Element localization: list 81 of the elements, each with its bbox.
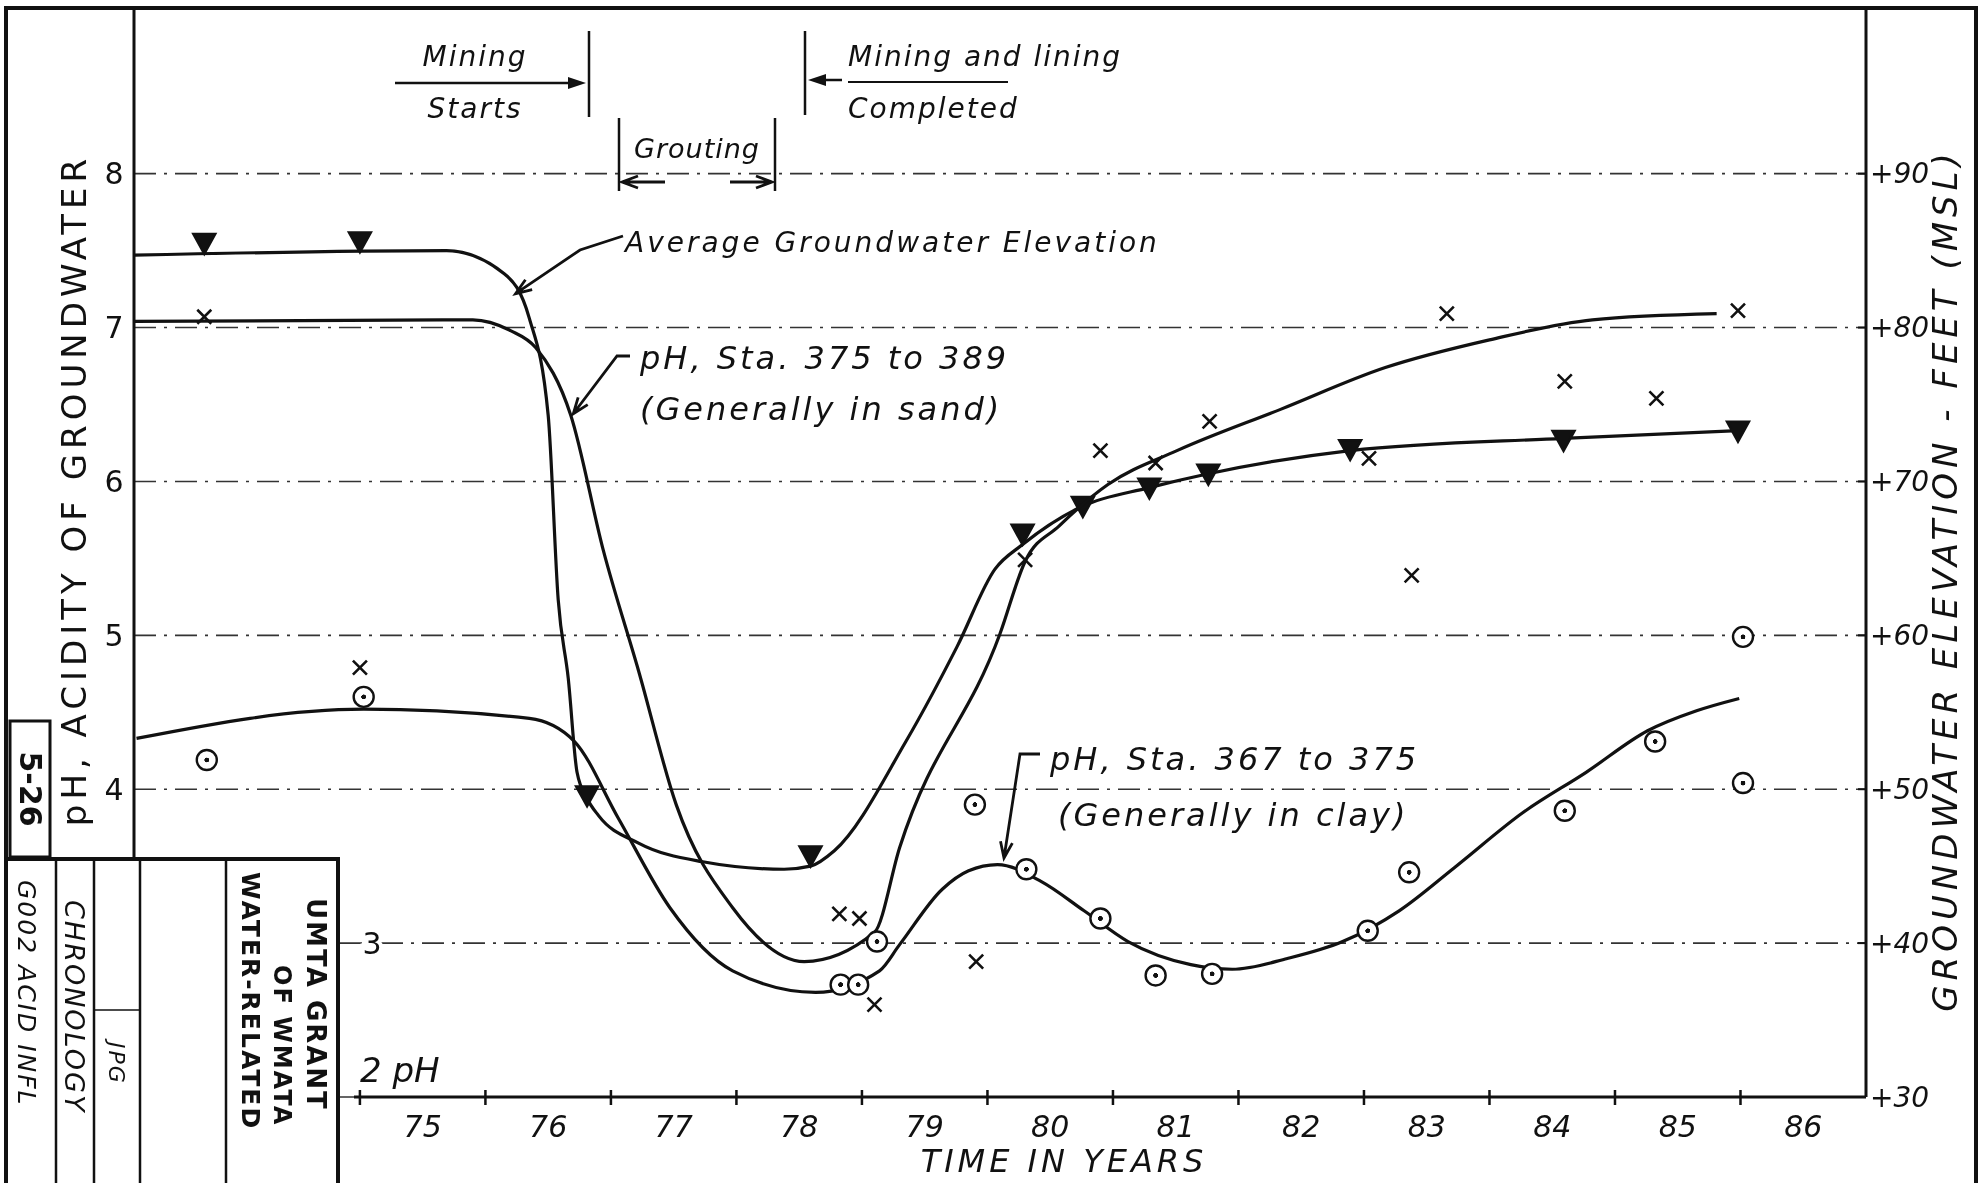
point [1731,625,1755,649]
y2-tick-label: +50 [1870,772,1930,806]
point [1200,962,1224,986]
x-tick-label: 79 [905,1109,944,1144]
annotation: pH, Sta. 375 to 389 (Generally in sand) [639,339,1010,428]
point [1137,477,1162,500]
x-tick-label: 82 [1282,1109,1321,1144]
point [1360,450,1378,467]
point [1556,373,1574,390]
text: JPG [103,1038,129,1085]
point [798,845,823,868]
point [352,685,375,709]
point [1553,799,1576,822]
point [192,232,217,256]
annotation: Grouting [634,133,760,164]
annotation: Mining and lining Completed [848,40,1123,125]
point [1337,438,1363,462]
x-axis-title: TIME IN YEARS [920,1142,1208,1180]
x-tick-label: 85 [1658,1109,1697,1144]
x-tick-label: 81 [1156,1109,1195,1144]
point [851,910,868,927]
y-tick-label: 5 [104,617,124,653]
y-tick-label: 7 [104,310,124,346]
annotation: 2 pH [360,1050,440,1090]
annotation: 3 [362,925,382,961]
point [1731,771,1755,795]
text: 5-26 [12,751,48,827]
point [1147,454,1164,472]
point [1196,463,1221,486]
y2-tick-label: +60 [1870,618,1930,652]
point [1643,730,1667,753]
point [574,785,600,808]
x-tick-label: 84 [1533,1109,1572,1144]
point [831,905,848,923]
point [195,748,218,772]
point [1356,919,1379,942]
y2-tick-label: +80 [1870,311,1930,345]
y-axis-title: pH, ACIDITY OF GROUNDWATER [54,153,94,827]
x-tick-label: 76 [529,1109,568,1144]
annotation: Average Groundwater Elevation [623,226,1160,259]
annotation: pH, Sta. 367 to 375 (Generally in clay) [1049,740,1420,834]
point [963,793,987,816]
y2-tick-label: +90 [1870,157,1930,191]
point [967,953,985,970]
text: G002 ACID INFL [11,880,41,1107]
y2-tick-label: +30 [1870,1080,1930,1114]
x-tick-label: 86 [1784,1109,1823,1144]
point [1092,442,1109,459]
x-tick-label: 75 [403,1109,442,1144]
point [1010,523,1035,546]
point [1438,305,1456,322]
point [1403,567,1420,584]
annotation: UMTA GRANT [301,898,331,1111]
point [865,930,889,953]
x-tick-label: 80 [1031,1109,1070,1144]
point [1144,964,1167,987]
y-tick-label: 8 [104,156,124,192]
annotation: Mining Starts [422,40,528,125]
point [1201,413,1218,430]
text: CHRONOLOGY [58,900,90,1114]
y-tick-label: 4 [104,771,124,807]
point [1397,861,1421,884]
point [846,973,870,996]
point [1729,302,1747,319]
point [1089,907,1112,930]
x-tick-label: 83 [1407,1109,1446,1144]
x-tick-label: 77 [654,1109,693,1144]
point [195,308,213,326]
y-tick-label: 6 [104,463,124,499]
point [1648,390,1665,407]
annotation: WATER-RELATED [235,872,265,1131]
point [351,659,369,676]
point [1016,551,1034,569]
point [1551,429,1576,453]
point [866,996,883,1013]
annotation: OF WMATA [268,965,296,1127]
y2-tick-label: +70 [1870,464,1930,498]
point [1015,858,1038,881]
point [1725,420,1751,443]
x-tick-label: 78 [780,1109,819,1144]
point [347,231,373,254]
